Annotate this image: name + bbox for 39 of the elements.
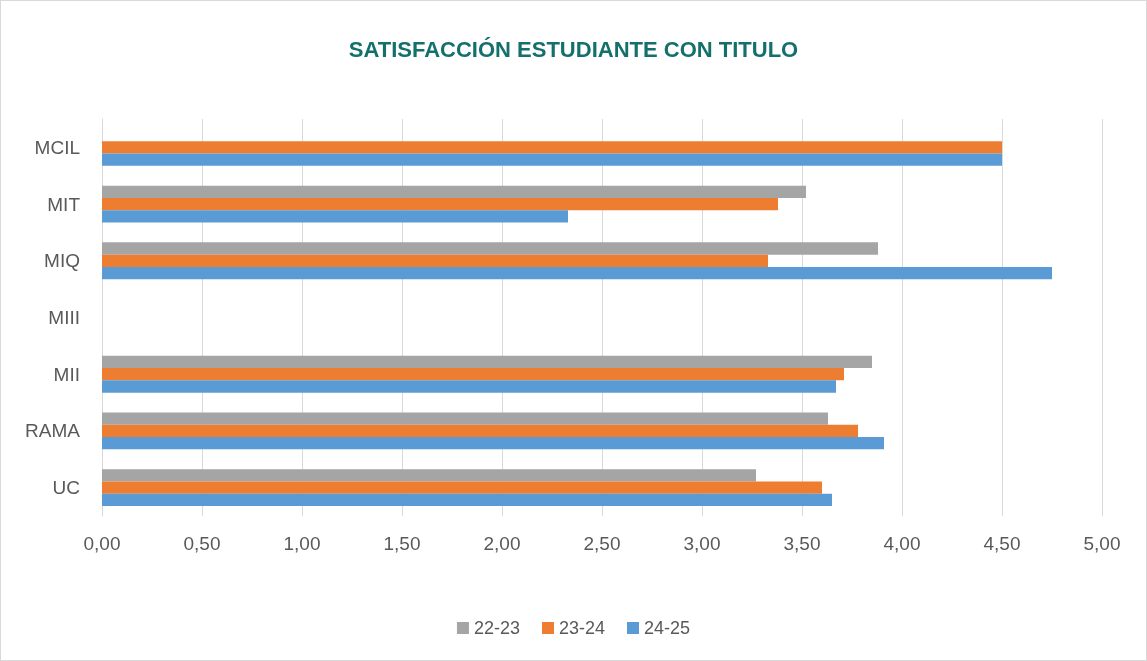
y-tick-label: MIII (48, 307, 80, 328)
bar (102, 481, 822, 494)
x-tick-label: 3,50 (783, 533, 821, 554)
x-tick-label: 3,00 (683, 533, 721, 554)
bar (102, 424, 858, 438)
bar (102, 469, 756, 482)
x-tick-label: 2,00 (483, 533, 521, 554)
bar (102, 266, 1052, 280)
y-tick-label: MCIL (34, 136, 80, 158)
x-tick-label: 5,00 (1083, 533, 1121, 554)
x-tick-label: 0,50 (183, 533, 221, 554)
x-tick-label: 1,00 (283, 533, 321, 554)
bar (102, 368, 844, 381)
legend-label: 22-23 (473, 618, 520, 638)
x-tick-label: 2,50 (583, 533, 621, 554)
y-tick-label: MIT (47, 193, 81, 215)
y-tick-label: RAMA (25, 420, 81, 442)
chart-title: SATISFACCIÓN ESTUDIANTE CON TITULO (348, 36, 799, 62)
x-tick-label: 4,50 (983, 533, 1021, 554)
bar (102, 210, 568, 223)
y-tick-label: UC (52, 477, 80, 499)
legend-label: 23-24 (558, 618, 606, 638)
legend-label: 24-25 (644, 618, 691, 638)
x-tick-label: 4,00 (883, 533, 921, 554)
bar (102, 412, 828, 425)
y-tick-label: MIQ (44, 250, 80, 272)
bar (102, 197, 778, 211)
x-tick-label: 1,50 (383, 533, 421, 554)
bar (102, 141, 1002, 154)
bar (102, 437, 884, 450)
bar (102, 254, 768, 267)
x-tick-label: 0,00 (83, 533, 121, 554)
bar (102, 355, 872, 369)
bar (102, 153, 1002, 166)
bar (102, 185, 806, 198)
bar (102, 242, 878, 255)
bar (102, 493, 832, 507)
y-tick-label: MII (53, 363, 80, 385)
bar (102, 380, 836, 393)
